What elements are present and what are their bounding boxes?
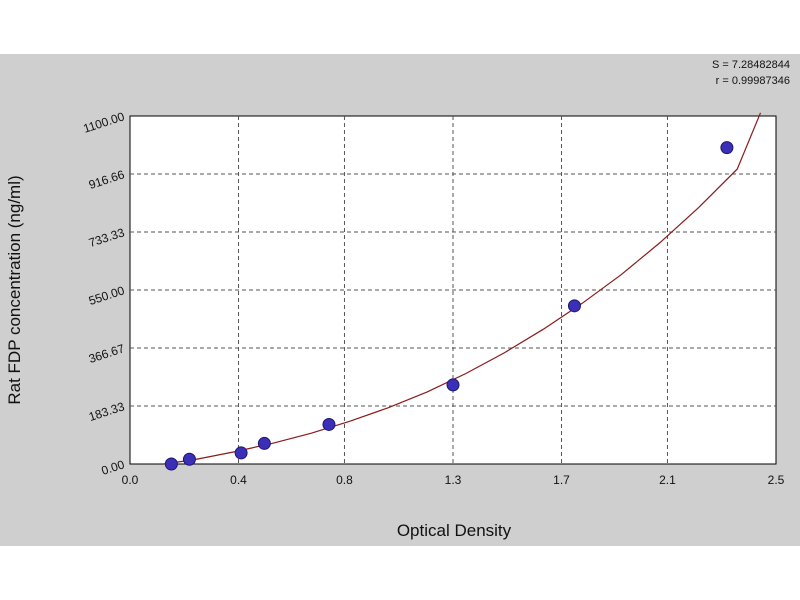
x-tick-label: 0.8 — [336, 473, 353, 487]
x-tick-label: 0.0 — [122, 473, 139, 487]
y-tick-label: 733.33 — [87, 225, 127, 250]
grid-lines — [130, 116, 776, 464]
fit-stat-line: r = 0.99987346 — [716, 75, 790, 87]
data-point — [182, 452, 196, 466]
y-tick-label: 550.00 — [87, 283, 127, 308]
x-tick-label: 2.5 — [768, 473, 785, 487]
chart: 0.0 0.4 0.8 1.3 1.7 2.1 2.5 0.00 183.33 366.67 550… — [5, 59, 790, 540]
fit-statistics: S = 7.28482844 r = 0.99987346 — [712, 59, 790, 87]
y-axis-title: Rat FDP concentration (ng/ml) — [5, 175, 24, 404]
x-axis-title: Optical Density — [397, 521, 512, 540]
x-tick-label: 0.4 — [230, 473, 247, 487]
data-point — [234, 446, 248, 460]
data-points — [164, 141, 734, 471]
data-point — [257, 436, 271, 450]
y-tick-label: 0.00 — [100, 457, 127, 478]
y-tick-label: 183.33 — [87, 399, 127, 424]
data-point — [720, 141, 734, 155]
data-point — [567, 299, 581, 313]
x-tick-label: 2.1 — [659, 473, 676, 487]
x-tick-label: 1.3 — [445, 473, 462, 487]
data-point — [164, 457, 178, 471]
data-point — [446, 378, 460, 392]
y-tick-label: 366.67 — [87, 341, 127, 366]
y-tick-label: 1100.00 — [81, 109, 126, 136]
x-tick-label: 1.7 — [553, 473, 570, 487]
data-point — [322, 417, 336, 431]
y-tick-label: 916.66 — [87, 167, 127, 192]
fit-stat-line: S = 7.28482844 — [712, 59, 790, 71]
